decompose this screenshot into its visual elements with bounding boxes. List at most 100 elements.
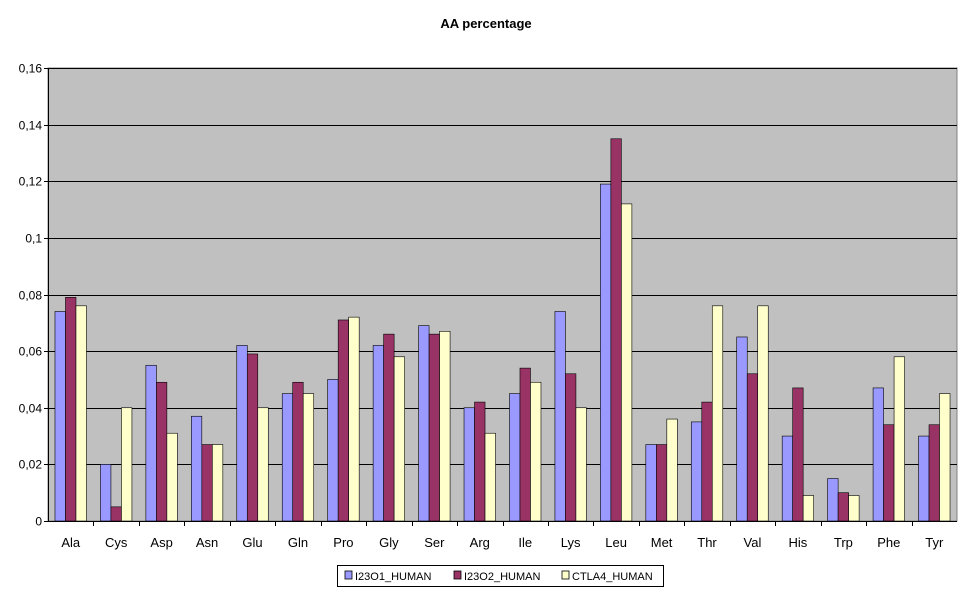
x-tick-label-pro: Pro — [333, 535, 353, 550]
y-tick-label: 0,1 — [25, 232, 42, 246]
x-tick-label-lys: Lys — [561, 535, 581, 550]
x-tick-label-gly: Gly — [379, 535, 399, 550]
x-tick-label-glu: Glu — [242, 535, 262, 550]
x-tick-label-his: His — [789, 535, 808, 550]
bar-i23o1_human-trp — [827, 478, 839, 522]
y-tick-label: 0,02 — [19, 458, 43, 472]
plot-background — [47, 67, 958, 522]
bar-i23o2_human-gln — [292, 381, 304, 522]
bar-i23o1_human-met — [645, 444, 657, 522]
y-tick-label: 0,12 — [19, 175, 43, 189]
bar-i23o2_human-arg — [474, 401, 486, 522]
legend: I23O1_HUMAN I23O2_HUMAN CTLA4_HUMAN — [337, 565, 664, 587]
bar-ctla4_human-asn — [212, 444, 224, 522]
legend-swatch-i23o1_human — [344, 570, 353, 580]
bar-i23o1_human-his — [781, 435, 793, 522]
bar-ctla4_human-asp — [166, 432, 178, 522]
bar-i23o2_human-tyr — [928, 424, 940, 522]
x-tick-label-arg: Arg — [470, 535, 490, 550]
x-tick-label-ile: Ile — [518, 535, 532, 550]
bar-i23o1_human-cys — [100, 464, 112, 522]
bar-i23o2_human-leu — [610, 138, 622, 522]
bar-i23o2_human-trp — [837, 492, 849, 522]
x-tick-label-asn: Asn — [196, 535, 218, 550]
bar-i23o2_human-lys — [565, 373, 577, 522]
bar-ctla4_human-ile — [530, 381, 542, 522]
x-tick-label-gln: Gln — [288, 535, 308, 550]
bar-i23o1_human-ile — [509, 393, 521, 522]
y-tick-label: 0,16 — [19, 62, 43, 76]
bar-i23o2_human-gly — [383, 333, 395, 522]
bar-ctla4_human-glu — [257, 407, 269, 522]
bar-ctla4_human-leu — [621, 203, 633, 522]
x-tick-label-val: Val — [744, 535, 762, 550]
bar-i23o1_human-ser — [418, 325, 430, 522]
legend-label-ctla4_human: CTLA4_HUMAN — [572, 571, 653, 583]
bar-ctla4_human-trp — [848, 495, 860, 522]
bar-ctla4_human-ala — [75, 305, 87, 522]
y-tick-label: 0,04 — [19, 402, 43, 416]
bar-i23o2_human-his — [792, 387, 804, 522]
bar-i23o1_human-ala — [54, 311, 66, 522]
x-tick-label-thr: Thr — [697, 535, 717, 550]
bar-i23o2_human-asp — [156, 381, 168, 522]
bar-i23o1_human-thr — [690, 421, 703, 522]
legend-swatch-i23o2_human — [453, 570, 462, 580]
bar-i23o2_human-thr — [701, 401, 713, 522]
x-tick-label-leu: Leu — [605, 535, 627, 550]
bar-i23o1_human-asp — [145, 364, 157, 522]
bar-ctla4_human-thr — [711, 305, 724, 522]
bar-ctla4_human-val — [757, 305, 769, 522]
bar-i23o1_human-gln — [281, 393, 294, 522]
bar-i23o2_human-met — [656, 444, 668, 522]
bar-i23o2_human-ser — [428, 333, 440, 522]
bar-i23o1_human-leu — [600, 183, 612, 522]
bar-i23o2_human-val — [746, 373, 759, 522]
bar-i23o2_human-ala — [65, 297, 77, 522]
x-tick-label-tyr: Tyr — [925, 535, 944, 550]
y-tick-label: 0,08 — [19, 289, 43, 303]
bar-i23o2_human-phe — [883, 424, 895, 522]
bar-i23o1_human-asn — [191, 415, 203, 522]
y-tick-label: 0 — [35, 515, 42, 529]
bar-i23o2_human-pro — [337, 319, 349, 522]
legend-label-i23o2_human: I23O2_HUMAN — [464, 571, 540, 583]
x-tick-label-ser: Ser — [424, 535, 445, 550]
x-tick-label-met: Met — [651, 535, 673, 550]
bar-i23o1_human-gly — [372, 345, 384, 522]
bar-ctla4_human-gly — [393, 356, 405, 522]
y-tick-label: 0,14 — [19, 119, 43, 133]
chart-title: AA percentage — [440, 16, 531, 31]
bar-ctla4_human-met — [666, 418, 678, 522]
x-tick-label-trp: Trp — [834, 535, 853, 550]
bar-i23o1_human-pro — [327, 379, 339, 522]
bar-i23o2_human-glu — [246, 353, 259, 522]
bar-ctla4_human-phe — [893, 356, 905, 522]
bar-ctla4_human-gln — [302, 393, 315, 522]
bar-i23o1_human-lys — [554, 311, 566, 522]
x-tick-label-asp: Asp — [150, 535, 172, 550]
legend-swatch-ctla4_human — [561, 570, 570, 580]
bar-i23o2_human-asn — [201, 444, 213, 522]
bar-ctla4_human-tyr — [939, 393, 951, 522]
legend-box — [337, 565, 664, 587]
x-tick-label-ala: Ala — [61, 535, 81, 550]
bar-ctla4_human-pro — [348, 316, 360, 522]
bar-i23o1_human-tyr — [918, 435, 930, 522]
bar-ctla4_human-arg — [484, 432, 496, 522]
bar-ctla4_human-ser — [439, 331, 451, 522]
y-tick-label: 0,06 — [19, 345, 43, 359]
plot-area: 0 0,02 0,04 0,06 0,08 0,1 0,12 0,14 0,16 Ala Cys As… — [19, 62, 958, 550]
bar-i23o1_human-phe — [872, 387, 884, 522]
bar-ctla4_human-lys — [575, 407, 587, 522]
legend-label-i23o1_human: I23O1_HUMAN — [355, 571, 431, 583]
bar-ctla4_human-his — [802, 495, 814, 522]
bar-i23o2_human-cys — [110, 506, 122, 522]
bar-i23o1_human-val — [736, 336, 748, 522]
bar-i23o1_human-arg — [463, 407, 475, 522]
bar-i23o1_human-glu — [236, 345, 248, 522]
bar-i23o2_human-ile — [519, 367, 531, 522]
x-tick-label-cys: Cys — [105, 535, 128, 550]
bar-ctla4_human-cys — [121, 407, 133, 522]
